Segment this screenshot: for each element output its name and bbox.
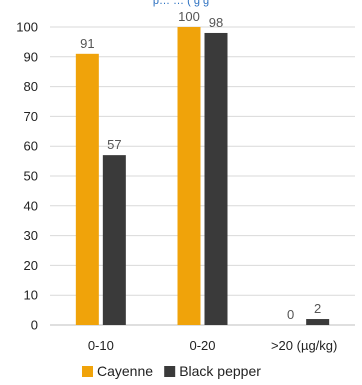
bar-black-pepper-0: [102, 155, 126, 325]
y-tick-label: 100: [16, 20, 38, 35]
x-axis: 0-10 0-20 >20 (µg/kg): [88, 338, 338, 353]
data-label: 0: [287, 307, 294, 322]
y-tick-label: 20: [24, 258, 38, 273]
legend-swatch-cayenne: [82, 366, 93, 377]
grid-lines: [50, 26, 355, 326]
bar-black-pepper-2: [306, 319, 330, 325]
legend-label: Black pepper: [179, 363, 261, 379]
y-tick-label: 70: [24, 109, 38, 124]
y-tick-label: 90: [24, 49, 38, 64]
bars: [75, 27, 330, 326]
y-tick-label: 10: [24, 288, 38, 303]
data-label: 100: [178, 9, 200, 24]
bar-black-pepper-1: [204, 32, 228, 326]
x-tick-label: 0-20: [189, 338, 215, 353]
data-label: 91: [80, 36, 94, 51]
y-tick-label: 80: [24, 79, 38, 94]
chart-title-partial: p… … ( g g: [153, 0, 209, 7]
y-tick-label: 60: [24, 139, 38, 154]
x-tick-label: >20 (µg/kg): [271, 338, 337, 353]
y-tick-label: 50: [24, 169, 38, 184]
y-tick-label: 40: [24, 198, 38, 213]
data-label: 98: [209, 15, 223, 30]
legend: Cayenne Black pepper: [82, 363, 261, 379]
y-tick-label: 0: [31, 318, 38, 333]
data-label: 57: [107, 137, 121, 152]
bar-cayenne-1: [177, 27, 201, 325]
legend-label: Cayenne: [97, 363, 153, 379]
y-axis: 0 10 20 30 40 50 60 70 80 90 100: [16, 20, 38, 333]
data-labels: 91 57 100 98 0 2: [80, 9, 321, 322]
legend-swatch-black-pepper: [164, 366, 176, 377]
y-tick-label: 30: [24, 228, 38, 243]
x-tick-label: 0-10: [88, 338, 114, 353]
bar-cayenne-0: [75, 53, 99, 325]
data-label: 2: [314, 301, 321, 316]
